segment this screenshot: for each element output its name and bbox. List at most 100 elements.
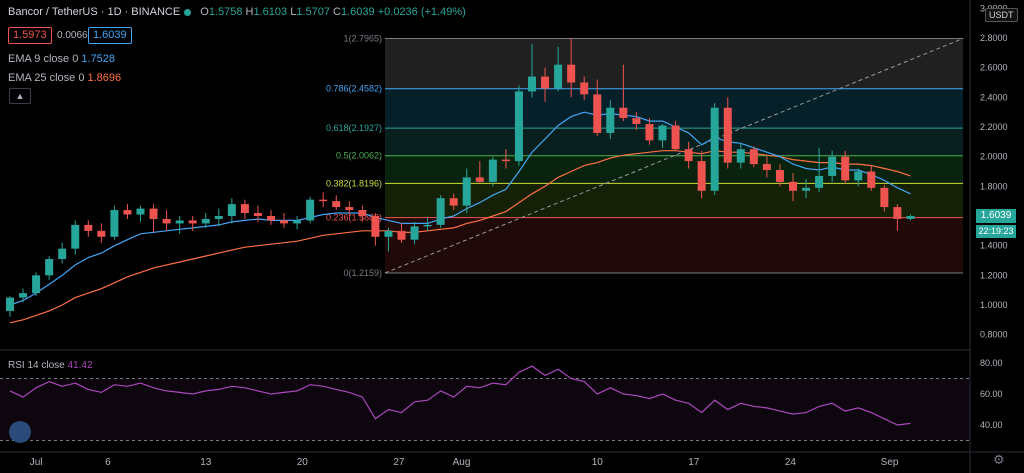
price-tick-label: 2.0000 <box>980 152 1008 162</box>
ema9-legend[interactable]: EMA 9 close 0 1.7528 <box>8 53 115 65</box>
price-tick-label: 1.4000 <box>980 241 1008 251</box>
date-tick-label: 24 <box>785 457 797 468</box>
candle-body <box>841 156 850 181</box>
candle-body <box>710 107 719 191</box>
fib-label-0.618: 0.618(2.1927) <box>326 123 382 133</box>
date-tick-label: 13 <box>200 457 212 468</box>
currency-unit-label[interactable]: USDT <box>985 8 1018 22</box>
fib-label-0: 0(1.2159) <box>343 268 382 278</box>
candle-body <box>619 107 628 119</box>
collapse-legend-button[interactable]: ▲ <box>9 88 31 104</box>
candle-body <box>19 293 28 298</box>
candle-body <box>423 224 432 227</box>
candle-body <box>267 216 275 221</box>
candle-body <box>123 210 132 215</box>
candle-body <box>554 64 563 89</box>
price-tick-label: 2.8000 <box>980 33 1008 43</box>
candle-body <box>371 216 380 237</box>
fib-zone-0.382 <box>385 183 963 218</box>
candle-body <box>397 230 406 240</box>
high-value: 1.6103 <box>253 6 288 18</box>
date-tick-label: Aug <box>453 457 471 468</box>
buy-price-button[interactable]: 1.6039 <box>88 27 132 44</box>
candle-body <box>906 216 915 219</box>
candle-body <box>32 275 41 294</box>
ema9-label: EMA 9 close 0 <box>8 53 79 65</box>
candle-body <box>45 259 54 276</box>
rsi-pane <box>0 365 970 441</box>
candle-body <box>828 156 837 176</box>
candle-body <box>501 159 510 162</box>
candle-body <box>697 161 706 191</box>
candle-body <box>802 187 811 191</box>
date-tick-label: 6 <box>105 457 111 468</box>
fib-zone-0.5 <box>385 155 963 184</box>
fib-zone-1 <box>385 38 963 89</box>
price-tick-label: 2.6000 <box>980 63 1008 73</box>
fib-label-0.5: 0.5(2.0062) <box>336 151 382 161</box>
rsi-line <box>9 365 911 426</box>
candle-body <box>815 175 824 188</box>
candle-body <box>175 220 184 224</box>
close-label: C <box>333 6 341 18</box>
candle-body <box>880 187 889 208</box>
candle-body <box>645 124 654 141</box>
candle-body <box>462 177 471 206</box>
candle-body <box>162 218 171 224</box>
high-label: H <box>245 6 254 18</box>
gear-icon[interactable]: ⚙ <box>993 452 1005 467</box>
price-tick-label: 2.2000 <box>980 122 1008 132</box>
candle-body <box>867 171 876 188</box>
fib-label-0.236: 0.236(1.5889) <box>326 213 382 223</box>
close-value: 1.6039 <box>341 6 375 18</box>
date-tick-label: Sep <box>881 457 899 468</box>
candle-body <box>684 149 693 162</box>
price-tick-label: 2.4000 <box>980 92 1008 102</box>
candle-body <box>893 207 902 219</box>
price-tick-label: 0.8000 <box>980 330 1008 340</box>
candle-body <box>214 216 223 219</box>
sell-price-button[interactable]: 1.5973 <box>8 27 52 44</box>
candle-body <box>188 220 197 224</box>
ema25-legend[interactable]: EMA 25 close 0 1.8696 <box>8 72 121 84</box>
ema-lines <box>9 111 911 324</box>
rsi-legend[interactable]: RSI 14 close 41.42 <box>8 360 93 371</box>
candlesticks <box>6 38 915 317</box>
candle-body <box>384 230 393 237</box>
candle-body <box>736 149 745 163</box>
candle-body <box>110 210 119 237</box>
date-tick-label: 17 <box>688 457 700 468</box>
candle-body <box>854 171 863 181</box>
date-tick-label: Jul <box>30 457 43 468</box>
ema25-label: EMA 25 close 0 <box>8 72 85 84</box>
chevron-up-icon: ▲ <box>15 91 25 101</box>
rsi-value: 41.42 <box>67 360 93 371</box>
candle-body <box>658 125 667 141</box>
fib-trend-line <box>384 38 964 274</box>
candle-body <box>58 248 67 260</box>
market-status-icon <box>184 8 192 16</box>
tradingview-logo-icon[interactable] <box>9 421 31 443</box>
candle-body <box>358 210 367 216</box>
open-value: 1.5758 <box>208 6 243 18</box>
candle-body <box>240 204 249 214</box>
symbol-title[interactable]: Bancor / TetherUS · 1D · BINANCE <box>8 6 181 18</box>
candle-body <box>593 94 602 133</box>
candle-body <box>71 224 80 249</box>
fib-zone-0.236 <box>385 217 963 273</box>
last-price-badge: 1.6039 <box>976 209 1016 223</box>
candle-body <box>749 149 758 165</box>
candle-body <box>789 181 797 191</box>
date-tick-label: 20 <box>297 457 309 468</box>
fib-level-labels: 1(2.7965) 0.786(2.4582) 0.618(2.1927) 0.5(2… <box>326 34 382 278</box>
candle-body <box>580 82 589 95</box>
candle-body <box>97 230 106 237</box>
fib-retracement-zones <box>385 38 963 274</box>
low-value: 1.5707 <box>296 6 330 18</box>
candle-body <box>136 208 145 215</box>
price-tick-label: 1.0000 <box>980 300 1008 310</box>
fib-label-0.786: 0.786(2.4582) <box>326 84 382 94</box>
candle-body <box>632 118 641 125</box>
